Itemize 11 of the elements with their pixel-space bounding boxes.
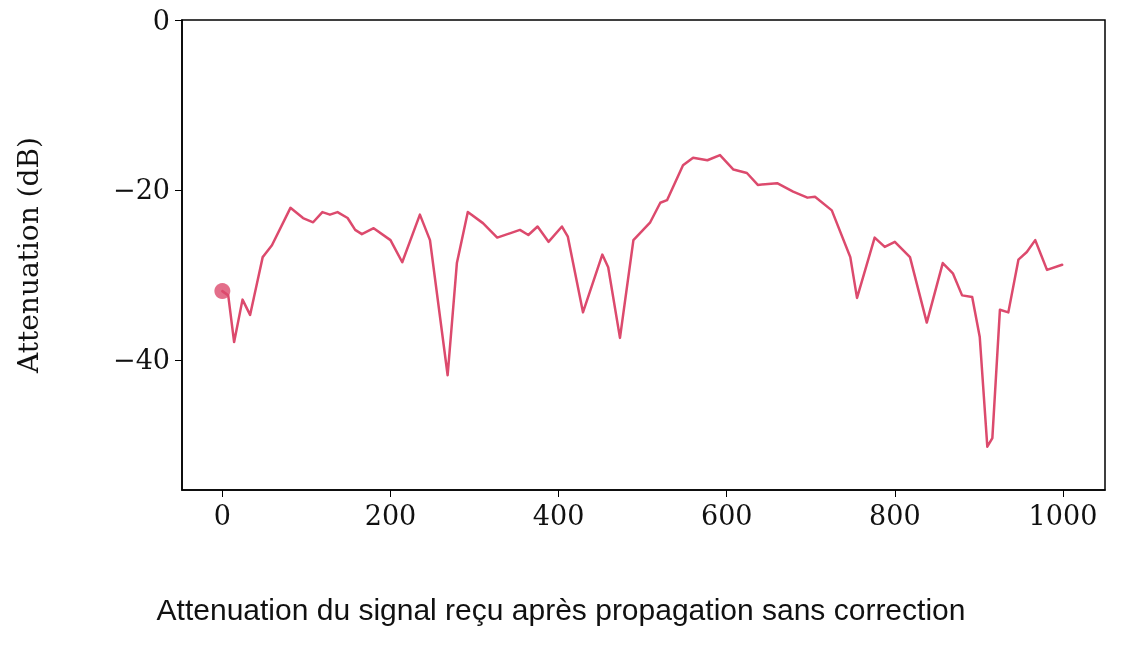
x-tick-label: 600 [700,500,753,531]
x-tick-label: 0 [213,500,231,531]
x-tick-label: 200 [364,500,417,531]
x-tick-label: 400 [532,500,585,531]
y-axis-title: Attenuation (dB) [11,137,45,374]
y-tick-label: −40 [113,344,170,376]
y-tick-label: 0 [152,4,170,36]
x-tick-label: 800 [869,500,921,531]
y-tick-label: −20 [113,174,170,206]
x-tick-label: 1000 [1028,500,1098,531]
text: Attenuation du signal reçu après propagation sans correction [156,592,966,628]
